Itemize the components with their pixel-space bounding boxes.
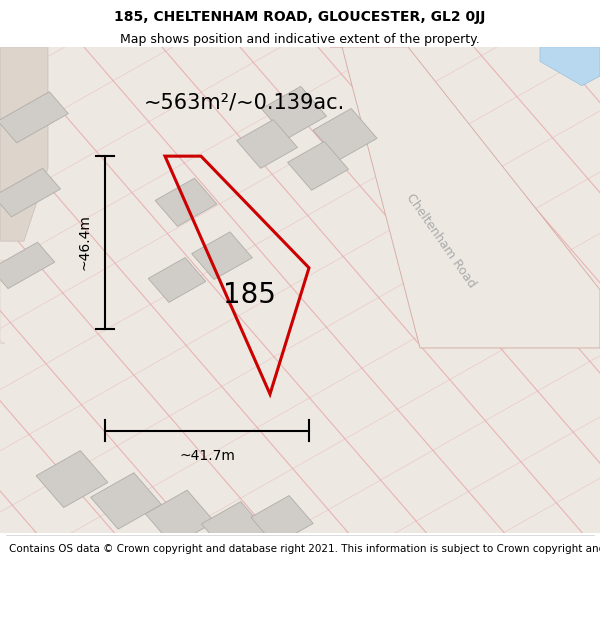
Polygon shape <box>0 92 68 143</box>
Text: 185: 185 <box>223 281 275 309</box>
Text: Cheltenham Road: Cheltenham Road <box>404 192 478 291</box>
Polygon shape <box>145 490 215 546</box>
Polygon shape <box>91 472 161 529</box>
Polygon shape <box>202 502 266 554</box>
Text: ~46.4m: ~46.4m <box>78 214 92 270</box>
Polygon shape <box>0 260 5 343</box>
Polygon shape <box>262 86 326 139</box>
Polygon shape <box>0 47 48 241</box>
Text: ~41.7m: ~41.7m <box>179 449 235 463</box>
Polygon shape <box>191 232 253 279</box>
Text: 185, CHELTENHAM ROAD, GLOUCESTER, GL2 0JJ: 185, CHELTENHAM ROAD, GLOUCESTER, GL2 0J… <box>115 10 485 24</box>
Polygon shape <box>330 47 600 348</box>
Polygon shape <box>36 451 108 508</box>
Polygon shape <box>287 141 349 190</box>
Text: ~563m²/~0.139ac.: ~563m²/~0.139ac. <box>144 92 345 112</box>
Polygon shape <box>0 242 55 289</box>
Polygon shape <box>251 496 313 545</box>
Polygon shape <box>155 178 217 226</box>
Polygon shape <box>540 47 600 86</box>
Text: Map shows position and indicative extent of the property.: Map shows position and indicative extent… <box>120 32 480 46</box>
Text: Contains OS data © Crown copyright and database right 2021. This information is : Contains OS data © Crown copyright and d… <box>9 544 600 554</box>
Polygon shape <box>236 119 298 168</box>
Polygon shape <box>148 258 206 302</box>
Polygon shape <box>0 168 61 217</box>
Polygon shape <box>313 109 377 160</box>
